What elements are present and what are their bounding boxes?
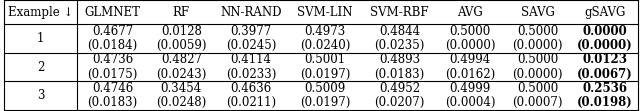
Text: (0.0235): (0.0235) [374,39,424,52]
Text: (0.0183): (0.0183) [88,96,138,109]
Text: SVM-RBF: SVM-RBF [370,6,429,19]
Text: (0.0184): (0.0184) [88,39,138,52]
Text: NN-RAND: NN-RAND [220,6,282,19]
Text: (0.0233): (0.0233) [226,68,276,81]
Text: (0.0162): (0.0162) [445,68,495,81]
Text: (0.0198): (0.0198) [577,96,633,109]
Text: 0.4736: 0.4736 [92,54,133,66]
Text: AVG: AVG [458,6,483,19]
Text: 0.4994: 0.4994 [449,54,491,66]
Text: 0.4827: 0.4827 [161,54,202,66]
Text: (0.0000): (0.0000) [512,68,563,81]
Text: 0.5001: 0.5001 [305,54,346,66]
Text: 0.5000: 0.5000 [517,25,558,38]
Text: 0.0000: 0.0000 [582,25,627,38]
Text: 0.0128: 0.0128 [161,25,202,38]
Text: 0.3454: 0.3454 [161,82,202,95]
Text: 0.5009: 0.5009 [305,82,346,95]
Text: 1: 1 [37,32,44,45]
Text: 0.5000: 0.5000 [449,25,491,38]
Text: (0.0183): (0.0183) [374,68,424,81]
Text: 0.3977: 0.3977 [230,25,272,38]
Text: 0.5000: 0.5000 [517,54,558,66]
Text: (0.0197): (0.0197) [300,96,351,109]
Text: GLMNET: GLMNET [84,6,141,19]
Text: 0.4114: 0.4114 [230,54,271,66]
Text: (0.0004): (0.0004) [445,96,495,109]
Text: (0.0000): (0.0000) [577,39,633,52]
Text: (0.0240): (0.0240) [300,39,351,52]
Text: gSAVG: gSAVG [584,6,625,19]
Text: 0.4746: 0.4746 [92,82,133,95]
Text: 0.2536: 0.2536 [582,82,627,95]
Text: (0.0207): (0.0207) [374,96,424,109]
Text: (0.0245): (0.0245) [226,39,276,52]
Text: (0.0197): (0.0197) [300,68,351,81]
Text: 0.4952: 0.4952 [379,82,420,95]
Text: 0.4973: 0.4973 [305,25,346,38]
Text: (0.0067): (0.0067) [577,68,633,81]
Text: 0.4893: 0.4893 [379,54,420,66]
Text: (0.0007): (0.0007) [512,96,563,109]
Text: (0.0248): (0.0248) [156,96,207,109]
Text: 3: 3 [36,89,44,102]
Text: 0.4999: 0.4999 [449,82,491,95]
Text: Example ↓: Example ↓ [8,6,73,19]
Text: SAVG: SAVG [520,6,554,19]
Text: 0.4636: 0.4636 [230,82,272,95]
Text: 2: 2 [37,61,44,74]
Text: 0.0123: 0.0123 [582,54,627,66]
Text: 0.4677: 0.4677 [92,25,133,38]
Text: RF: RF [173,6,190,19]
Text: 0.4844: 0.4844 [379,25,420,38]
Text: (0.0211): (0.0211) [226,96,276,109]
Text: (0.0175): (0.0175) [88,68,138,81]
Text: (0.0243): (0.0243) [156,68,207,81]
Text: (0.0059): (0.0059) [156,39,207,52]
Text: SVM-LIN: SVM-LIN [298,6,353,19]
Text: (0.0000): (0.0000) [512,39,563,52]
Text: (0.0000): (0.0000) [445,39,495,52]
Text: 0.5000: 0.5000 [517,82,558,95]
